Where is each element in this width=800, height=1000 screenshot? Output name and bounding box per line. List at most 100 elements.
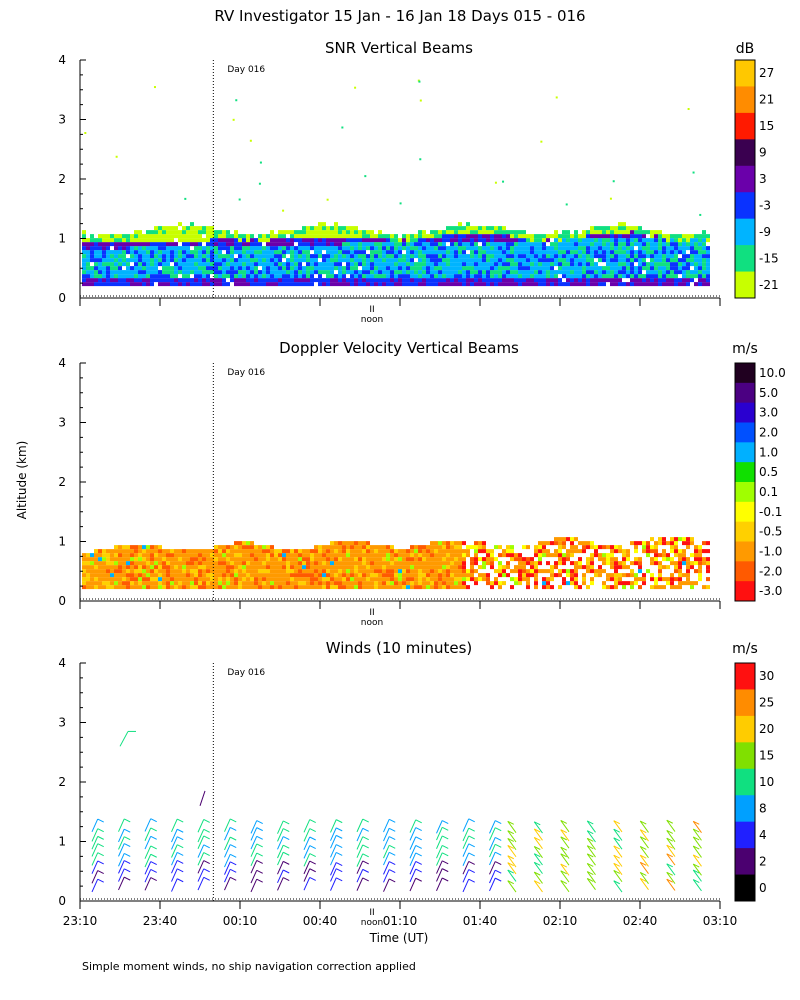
doppler-cell bbox=[494, 581, 498, 586]
doppler-cell bbox=[694, 549, 698, 554]
wind-barb-flag bbox=[123, 818, 131, 823]
snr-cell bbox=[338, 242, 342, 247]
snr-cell bbox=[258, 274, 262, 279]
snr-cell bbox=[294, 246, 298, 251]
snr-cell bbox=[574, 278, 578, 283]
snr-cell bbox=[422, 282, 426, 287]
snr-cell bbox=[246, 258, 250, 263]
snr-cell bbox=[182, 274, 186, 279]
doppler-cell bbox=[418, 553, 422, 558]
snr-cell bbox=[226, 246, 230, 251]
day-marker-label: Day 016 bbox=[227, 65, 265, 75]
snr-cell bbox=[534, 242, 538, 247]
doppler-cell bbox=[334, 585, 338, 590]
doppler-cell bbox=[254, 581, 258, 586]
snr-cell bbox=[662, 270, 666, 275]
snr-cell bbox=[202, 274, 206, 279]
doppler-cell bbox=[570, 537, 574, 542]
doppler-cell bbox=[702, 541, 706, 546]
snr-cell bbox=[206, 242, 210, 247]
doppler-cell bbox=[586, 569, 590, 574]
snr-cell bbox=[698, 278, 702, 283]
snr-cell bbox=[654, 258, 658, 263]
snr-cell bbox=[682, 274, 686, 279]
snr-cell bbox=[394, 254, 398, 259]
doppler-cell bbox=[458, 541, 462, 546]
wind-barb-flag bbox=[494, 843, 502, 848]
snr-cell bbox=[130, 274, 134, 279]
snr-cell bbox=[574, 230, 578, 235]
doppler-cell bbox=[186, 549, 190, 554]
snr-cell bbox=[298, 254, 302, 259]
snr-cell bbox=[310, 270, 314, 275]
doppler-cell bbox=[470, 561, 474, 566]
snr-cell bbox=[486, 270, 490, 275]
doppler-cell bbox=[690, 553, 694, 558]
snr-cell bbox=[522, 270, 526, 275]
snr-cell bbox=[186, 262, 190, 267]
snr-cell bbox=[194, 258, 198, 263]
snr-cell bbox=[558, 238, 562, 243]
snr-cell bbox=[434, 274, 438, 279]
snr-cell bbox=[494, 250, 498, 255]
snr-cell bbox=[322, 234, 326, 239]
snr-cell bbox=[382, 242, 386, 247]
doppler-cell bbox=[666, 565, 670, 570]
doppler-cell bbox=[190, 585, 194, 590]
doppler-cell bbox=[350, 581, 354, 586]
snr-cell bbox=[578, 270, 582, 275]
snr-cell bbox=[306, 250, 310, 255]
doppler-cell bbox=[418, 585, 422, 590]
doppler-cell bbox=[270, 569, 274, 574]
snr-cell bbox=[670, 282, 674, 287]
snr-cell bbox=[114, 270, 118, 275]
doppler-cell bbox=[326, 577, 330, 582]
doppler-cell bbox=[294, 553, 298, 558]
snr-cell bbox=[90, 254, 94, 259]
snr-cell bbox=[126, 234, 130, 239]
snr-cell bbox=[566, 282, 570, 287]
snr-cell bbox=[670, 278, 674, 283]
snr-cell bbox=[186, 246, 190, 251]
wind-barb-flag bbox=[362, 877, 369, 882]
doppler-cell bbox=[86, 581, 90, 586]
snr-cell bbox=[470, 274, 474, 279]
doppler-cell bbox=[402, 573, 406, 578]
snr-cell bbox=[266, 238, 270, 243]
snr-cell bbox=[378, 250, 382, 255]
snr-cell bbox=[654, 254, 658, 259]
doppler-cell bbox=[306, 573, 310, 578]
snr-cell bbox=[554, 238, 558, 243]
snr-cell bbox=[242, 258, 246, 263]
snr-cell bbox=[582, 262, 586, 267]
doppler-cell bbox=[326, 581, 330, 586]
snr-cell bbox=[646, 278, 650, 283]
snr-cell bbox=[102, 246, 106, 251]
snr-cell bbox=[118, 266, 122, 271]
doppler-cell bbox=[514, 553, 518, 558]
doppler-cell bbox=[378, 581, 382, 586]
doppler-cell bbox=[110, 577, 114, 582]
snr-cell bbox=[146, 246, 150, 251]
snr-cell bbox=[262, 270, 266, 275]
doppler-cell bbox=[122, 565, 126, 570]
doppler-cell bbox=[530, 557, 534, 562]
snr-cell bbox=[126, 238, 130, 243]
doppler-cell bbox=[686, 569, 690, 574]
doppler-cell bbox=[158, 573, 162, 578]
doppler-cell bbox=[246, 569, 250, 574]
snr-cell bbox=[150, 234, 154, 239]
doppler-cell bbox=[246, 561, 250, 566]
doppler-cell bbox=[126, 553, 130, 558]
doppler-cell bbox=[122, 549, 126, 554]
snr-cell bbox=[154, 254, 158, 259]
snr-cell bbox=[158, 274, 162, 279]
snr-cell bbox=[198, 262, 202, 267]
snr-cell bbox=[490, 270, 494, 275]
doppler-cell bbox=[454, 553, 458, 558]
doppler-cell bbox=[182, 553, 186, 558]
snr-cell bbox=[690, 274, 694, 279]
doppler-cell bbox=[306, 553, 310, 558]
snr-cell bbox=[306, 258, 310, 263]
wind-barb-flag bbox=[282, 836, 290, 840]
